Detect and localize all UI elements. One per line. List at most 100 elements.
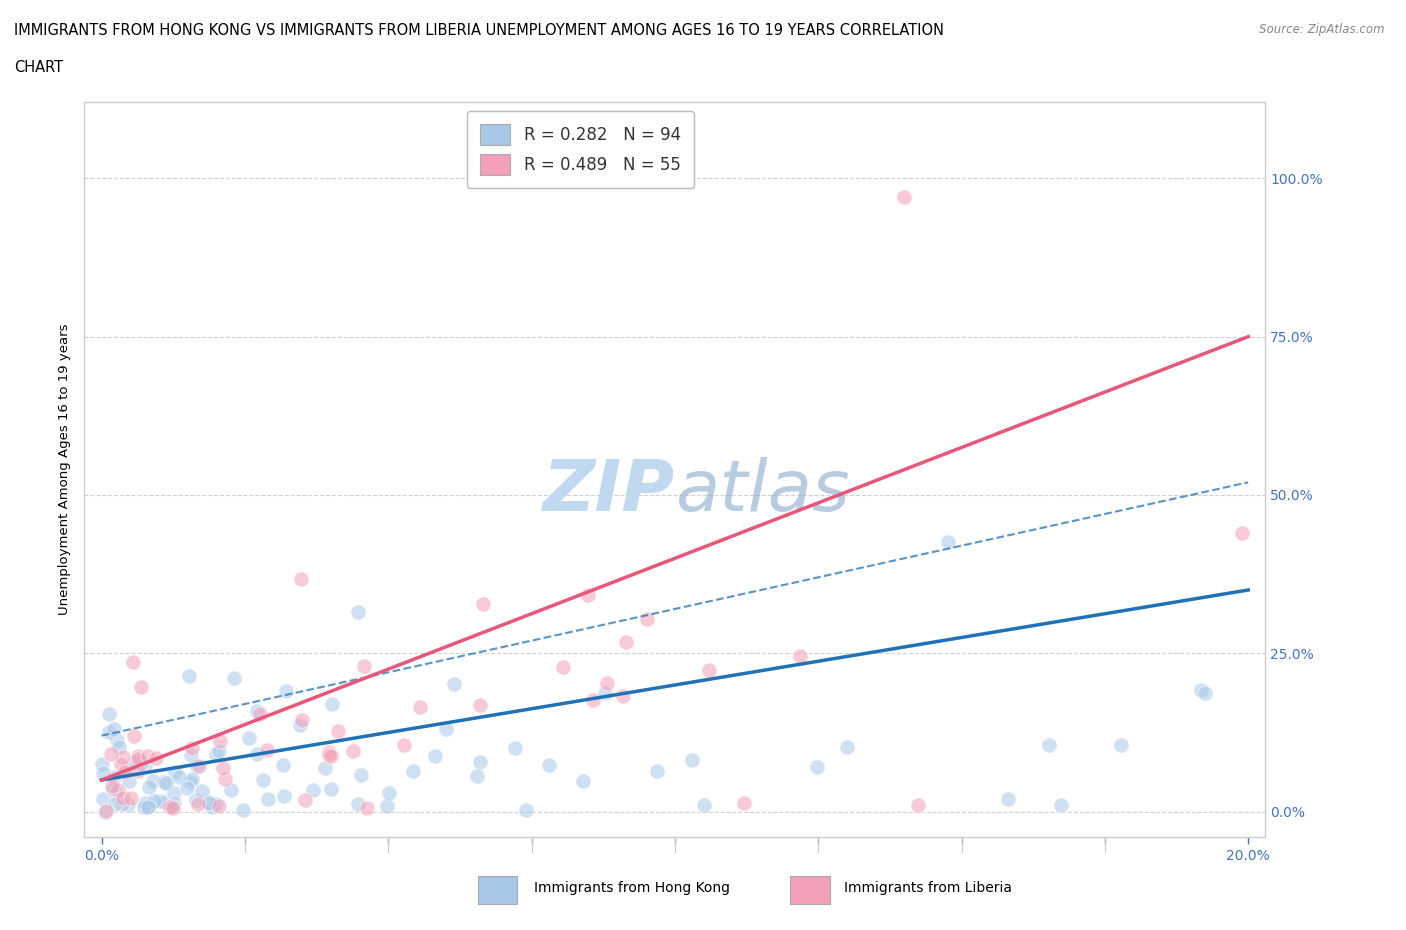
Point xyxy=(111,797,134,812)
Point xyxy=(117,798,139,813)
Point xyxy=(208,799,231,814)
Point xyxy=(115,761,138,776)
Point xyxy=(291,712,314,727)
Point xyxy=(465,768,488,783)
Point xyxy=(94,804,117,819)
Point xyxy=(212,761,235,776)
Point xyxy=(515,803,537,817)
Legend: R = 0.282   N = 94, R = 0.489   N = 55: R = 0.282 N = 94, R = 0.489 N = 55 xyxy=(467,111,695,189)
Point xyxy=(162,801,184,816)
Point xyxy=(302,782,325,797)
Point xyxy=(163,796,186,811)
Point xyxy=(103,769,125,784)
Point xyxy=(179,775,201,790)
Point xyxy=(538,757,561,772)
Point xyxy=(290,572,312,587)
Point xyxy=(138,779,160,794)
Point xyxy=(132,800,155,815)
Point xyxy=(402,764,425,778)
Point xyxy=(180,771,202,786)
Point xyxy=(214,771,236,786)
Point xyxy=(208,744,231,759)
Point xyxy=(136,799,159,814)
Point xyxy=(576,588,599,603)
Point xyxy=(326,724,349,738)
Point xyxy=(806,760,828,775)
Point xyxy=(294,792,316,807)
Text: atlas: atlas xyxy=(675,458,849,526)
Point xyxy=(201,800,224,815)
Point xyxy=(893,190,915,205)
Point xyxy=(249,707,271,722)
Point xyxy=(127,749,149,764)
Point xyxy=(232,803,254,817)
Point xyxy=(835,740,858,755)
Point xyxy=(91,757,114,772)
Point xyxy=(595,685,617,700)
Point xyxy=(145,751,167,765)
Point xyxy=(1232,525,1254,540)
Point xyxy=(165,764,187,779)
Point xyxy=(163,786,186,801)
Point xyxy=(1189,683,1212,698)
Point xyxy=(314,761,336,776)
Point xyxy=(91,791,114,806)
Point xyxy=(733,796,755,811)
Point xyxy=(181,740,204,755)
Point xyxy=(105,732,128,747)
Point xyxy=(186,792,208,807)
Text: Immigrants from Hong Kong: Immigrants from Hong Kong xyxy=(534,881,730,896)
Point xyxy=(205,796,228,811)
Point xyxy=(505,741,527,756)
Point xyxy=(153,775,176,790)
Point xyxy=(208,733,231,748)
Point xyxy=(1109,737,1132,752)
Point xyxy=(107,782,129,797)
Point xyxy=(342,743,364,758)
Point xyxy=(1038,737,1060,752)
Point xyxy=(1194,686,1216,701)
Point xyxy=(136,749,159,764)
Point xyxy=(256,743,278,758)
Text: CHART: CHART xyxy=(14,60,63,75)
Point xyxy=(252,773,274,788)
Point xyxy=(111,790,134,805)
Point xyxy=(257,791,280,806)
Point xyxy=(582,693,605,708)
Point xyxy=(187,759,209,774)
Point xyxy=(246,704,269,719)
Point xyxy=(274,684,297,698)
Point xyxy=(134,759,156,774)
Point xyxy=(1049,798,1071,813)
Point xyxy=(273,789,295,804)
Point xyxy=(121,655,143,670)
Point xyxy=(98,725,121,740)
Point xyxy=(114,764,136,779)
Point xyxy=(107,740,129,755)
Point xyxy=(346,797,368,812)
Point xyxy=(93,765,115,780)
Point xyxy=(693,798,716,813)
Point xyxy=(120,790,142,805)
Point xyxy=(134,795,156,810)
Point xyxy=(789,649,811,664)
Point xyxy=(224,671,246,685)
Point xyxy=(572,774,595,789)
Point xyxy=(204,747,226,762)
Point xyxy=(129,679,152,694)
Point xyxy=(434,722,457,737)
Point xyxy=(122,754,145,769)
Point xyxy=(443,676,465,691)
Text: ZIP: ZIP xyxy=(543,458,675,526)
Point xyxy=(111,749,134,764)
Point xyxy=(155,776,177,790)
Point xyxy=(997,791,1019,806)
Point xyxy=(118,774,141,789)
Point xyxy=(936,534,959,549)
Point xyxy=(187,797,209,812)
Point xyxy=(159,800,181,815)
Point xyxy=(596,676,619,691)
Point xyxy=(321,749,343,764)
Point xyxy=(103,722,125,737)
Point xyxy=(142,793,165,808)
